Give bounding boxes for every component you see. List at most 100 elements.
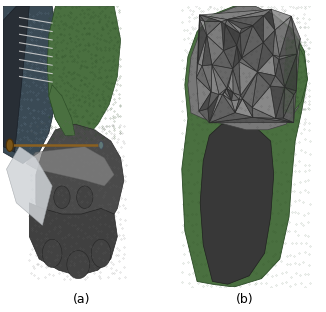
Polygon shape xyxy=(227,19,242,34)
Polygon shape xyxy=(209,117,294,123)
Polygon shape xyxy=(285,54,297,91)
Polygon shape xyxy=(276,87,285,119)
Polygon shape xyxy=(198,20,207,64)
Ellipse shape xyxy=(77,186,93,208)
Ellipse shape xyxy=(42,239,62,267)
Polygon shape xyxy=(198,15,200,64)
Polygon shape xyxy=(212,65,233,88)
Polygon shape xyxy=(235,99,243,113)
Polygon shape xyxy=(200,15,204,21)
Polygon shape xyxy=(240,26,253,58)
Polygon shape xyxy=(223,94,235,113)
Polygon shape xyxy=(202,35,212,66)
Polygon shape xyxy=(243,72,258,108)
Polygon shape xyxy=(202,65,212,92)
Polygon shape xyxy=(227,69,233,88)
Polygon shape xyxy=(231,93,239,101)
Ellipse shape xyxy=(91,239,111,267)
Polygon shape xyxy=(270,76,285,87)
Polygon shape xyxy=(291,16,300,54)
Polygon shape xyxy=(227,9,272,19)
Polygon shape xyxy=(264,9,275,30)
Polygon shape xyxy=(198,35,207,66)
Polygon shape xyxy=(182,6,307,287)
Polygon shape xyxy=(241,72,258,99)
Polygon shape xyxy=(225,24,240,46)
Polygon shape xyxy=(237,34,242,58)
Polygon shape xyxy=(219,88,227,95)
Polygon shape xyxy=(212,51,233,69)
Polygon shape xyxy=(227,16,264,26)
Polygon shape xyxy=(212,65,227,95)
Polygon shape xyxy=(208,95,219,123)
Ellipse shape xyxy=(67,251,90,279)
Polygon shape xyxy=(240,26,253,34)
Polygon shape xyxy=(227,19,253,29)
Polygon shape xyxy=(285,87,296,95)
Polygon shape xyxy=(239,58,258,72)
Polygon shape xyxy=(200,124,274,284)
Polygon shape xyxy=(197,64,202,78)
Polygon shape xyxy=(225,19,240,34)
Polygon shape xyxy=(200,15,221,22)
Polygon shape xyxy=(36,124,124,253)
Polygon shape xyxy=(294,91,296,123)
Polygon shape xyxy=(258,72,275,86)
Polygon shape xyxy=(223,92,231,101)
Polygon shape xyxy=(283,87,294,118)
Polygon shape xyxy=(273,55,279,76)
Polygon shape xyxy=(199,109,209,123)
Polygon shape xyxy=(29,203,117,276)
Polygon shape xyxy=(199,92,211,111)
Polygon shape xyxy=(253,16,264,42)
Polygon shape xyxy=(239,95,243,100)
Polygon shape xyxy=(26,147,114,186)
Polygon shape xyxy=(188,6,304,130)
Polygon shape xyxy=(242,42,263,72)
Polygon shape xyxy=(200,20,207,35)
Polygon shape xyxy=(229,69,233,93)
Polygon shape xyxy=(233,93,241,100)
Polygon shape xyxy=(258,42,273,72)
Polygon shape xyxy=(200,9,272,19)
Polygon shape xyxy=(200,15,227,22)
Polygon shape xyxy=(233,46,239,69)
Polygon shape xyxy=(276,118,294,123)
Polygon shape xyxy=(239,62,258,95)
Polygon shape xyxy=(3,6,60,163)
Polygon shape xyxy=(224,24,237,51)
Polygon shape xyxy=(197,15,200,78)
Polygon shape xyxy=(49,85,75,135)
Polygon shape xyxy=(197,66,211,92)
Circle shape xyxy=(99,141,103,149)
Polygon shape xyxy=(233,69,241,95)
Polygon shape xyxy=(233,62,241,95)
Ellipse shape xyxy=(54,186,70,208)
Polygon shape xyxy=(263,30,275,55)
Polygon shape xyxy=(227,88,233,101)
Polygon shape xyxy=(209,94,235,123)
Polygon shape xyxy=(225,88,231,101)
Polygon shape xyxy=(224,46,237,69)
Polygon shape xyxy=(207,22,224,51)
Polygon shape xyxy=(258,55,275,76)
Polygon shape xyxy=(208,92,219,109)
Polygon shape xyxy=(253,117,294,123)
Polygon shape xyxy=(207,35,224,65)
Polygon shape xyxy=(296,38,300,91)
Polygon shape xyxy=(221,19,227,24)
Text: (a): (a) xyxy=(73,293,90,306)
Polygon shape xyxy=(209,113,253,123)
Polygon shape xyxy=(243,99,253,117)
Polygon shape xyxy=(221,22,225,51)
Circle shape xyxy=(6,139,13,151)
Polygon shape xyxy=(279,54,297,87)
Polygon shape xyxy=(242,26,263,58)
Polygon shape xyxy=(279,54,297,60)
Polygon shape xyxy=(275,16,291,56)
Polygon shape xyxy=(223,88,227,94)
Polygon shape xyxy=(197,78,211,111)
Polygon shape xyxy=(204,21,221,35)
Polygon shape xyxy=(231,100,239,113)
Polygon shape xyxy=(273,30,279,56)
